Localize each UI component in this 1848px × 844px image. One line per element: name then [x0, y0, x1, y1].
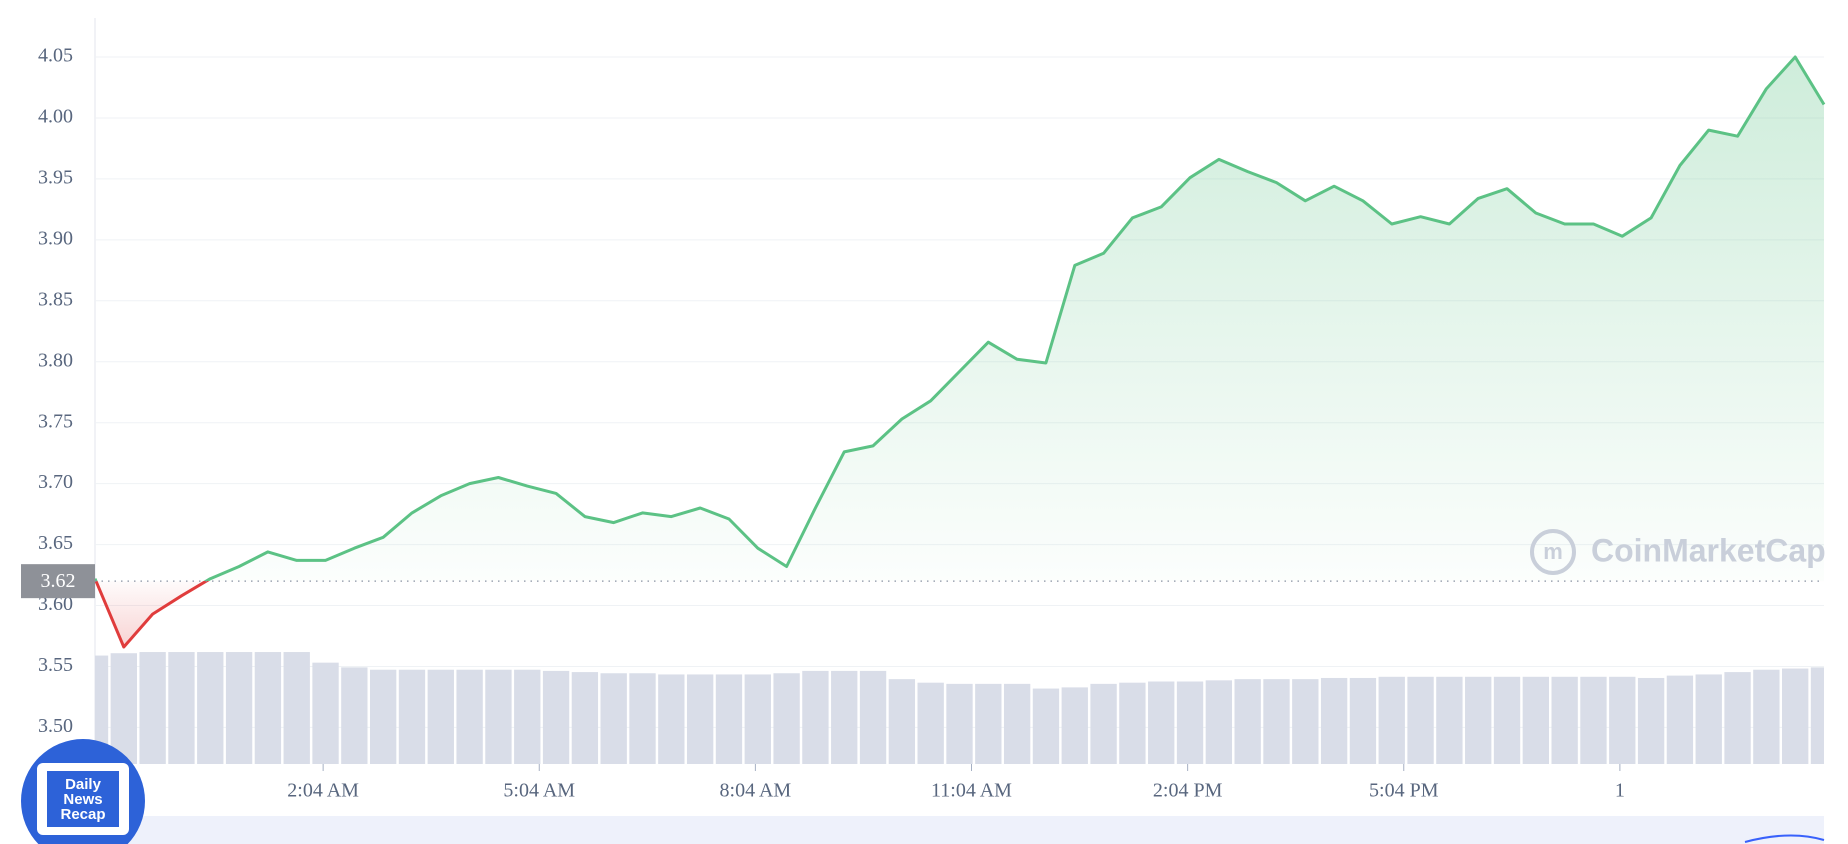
- volume-bar: [1234, 679, 1261, 764]
- volume-bar: [1032, 688, 1060, 764]
- volume-bar: [197, 652, 224, 764]
- y-tick-label: 3.65: [38, 532, 73, 554]
- volume-bar: [1522, 676, 1550, 764]
- volume-bar: [542, 670, 570, 764]
- volume-bar: [773, 673, 800, 764]
- volume-bar: [168, 652, 195, 764]
- baseline-label: 3.62: [41, 570, 76, 592]
- x-tick-label: 2:04 PM: [1153, 780, 1223, 802]
- volume-bar: [1176, 681, 1204, 764]
- navigator: [95, 816, 1824, 844]
- volume-bar: [831, 670, 858, 764]
- volume-bar: [1436, 676, 1463, 764]
- volume-bar: [1637, 677, 1665, 764]
- volume-bar: [1493, 676, 1521, 764]
- volume-bar: [629, 673, 656, 764]
- volume-bar: [975, 683, 1002, 764]
- volume-bar: [1810, 667, 1824, 764]
- volume-bar: [658, 674, 685, 764]
- y-tick-label: 3.80: [38, 349, 73, 371]
- volume-bar: [1551, 676, 1578, 764]
- x-tick-label: 1: [1615, 780, 1625, 802]
- y-tick-label: 3.50: [38, 715, 73, 737]
- volume-bar: [1292, 679, 1319, 764]
- volume-bar: [427, 669, 454, 764]
- volume-bar: [1148, 681, 1175, 764]
- x-tick-label: 2:04 AM: [287, 780, 359, 802]
- y-tick-label: 3.95: [38, 166, 73, 188]
- volume-bar: [600, 673, 627, 764]
- x-tick-label: 8:04 AM: [720, 780, 792, 802]
- volume-bar: [1263, 679, 1290, 764]
- x-tick-label: 11:04 AM: [931, 780, 1012, 802]
- volume-bar: [888, 679, 916, 764]
- navigator-line: [1744, 834, 1825, 843]
- y-tick-label: 3.75: [38, 410, 73, 432]
- y-tick-label: 3.70: [38, 471, 73, 493]
- volume-bar: [715, 674, 743, 764]
- baseline-label-box: [21, 564, 95, 599]
- volume-bar: [1753, 669, 1780, 764]
- volume-bar: [1609, 676, 1636, 764]
- volume-bar: [225, 652, 253, 764]
- price-area: [95, 57, 1824, 647]
- volume-bar: [1349, 677, 1377, 764]
- volume-bar: [139, 652, 166, 764]
- volume-bar: [1003, 683, 1031, 764]
- volume-bar: [946, 683, 973, 764]
- plot: 3.50 3.55 3.60 3.65 3.70 3.75 3.80 3.85 3.90 3.95…: [21, 45, 1826, 802]
- watermark-logo-mark: m: [1543, 539, 1563, 564]
- volume-bar: [1378, 676, 1405, 764]
- y-tick-label: 3.55: [38, 654, 73, 676]
- volume-bar: [1666, 675, 1694, 764]
- volume-bar: [398, 669, 426, 764]
- volume-bar: [1695, 674, 1722, 764]
- y-tick-label: 3.85: [38, 288, 73, 310]
- volume-bar: [485, 669, 512, 764]
- volume-bar: [1782, 668, 1809, 764]
- volume-bar: [1580, 676, 1607, 764]
- volume-bar: [802, 670, 829, 764]
- volume-bar: [254, 652, 282, 764]
- volume-bar: [369, 669, 397, 764]
- price-line: [93, 55, 1826, 649]
- y-tick-label: 3.90: [38, 227, 73, 249]
- x-tick-label: 5:04 AM: [503, 780, 575, 802]
- badge-inner: [47, 771, 119, 827]
- volume-bar: [1205, 680, 1233, 764]
- volume-bar: [341, 667, 368, 764]
- volume-bar: [1407, 676, 1434, 764]
- y-tick-label: 4.05: [38, 45, 73, 67]
- volume-bar: [917, 682, 944, 764]
- volume-bar: [312, 662, 339, 764]
- volume-bar: [110, 653, 137, 764]
- volume-bar: [95, 655, 109, 764]
- x-tick-label: 5:04 PM: [1369, 780, 1439, 802]
- badge-text: Daily: [65, 776, 102, 793]
- volume-bar: [571, 672, 599, 764]
- volume-bar: [1465, 676, 1492, 764]
- volume-bar: [514, 669, 541, 764]
- volume-bar: [744, 674, 771, 764]
- volume-bar: [456, 669, 483, 764]
- volume-bar: [686, 674, 714, 764]
- volume-bar: [1320, 677, 1348, 764]
- volume-bar: [1119, 682, 1146, 764]
- watermark: CoinMarketCap: [1591, 532, 1826, 568]
- y-tick-label: 4.00: [38, 106, 73, 128]
- volume-bar: [1724, 672, 1751, 764]
- volume-bar: [859, 670, 887, 764]
- volume-bar: [1090, 683, 1117, 764]
- volume-bar: [1061, 687, 1088, 764]
- badge: Daily News Recap: [21, 739, 145, 844]
- badge-text: News: [63, 791, 102, 808]
- badge-text: Recap: [60, 806, 105, 823]
- y-tick-label: 3.60: [38, 593, 73, 615]
- volume-bar: [283, 652, 310, 764]
- watermark-logo: [1530, 529, 1576, 575]
